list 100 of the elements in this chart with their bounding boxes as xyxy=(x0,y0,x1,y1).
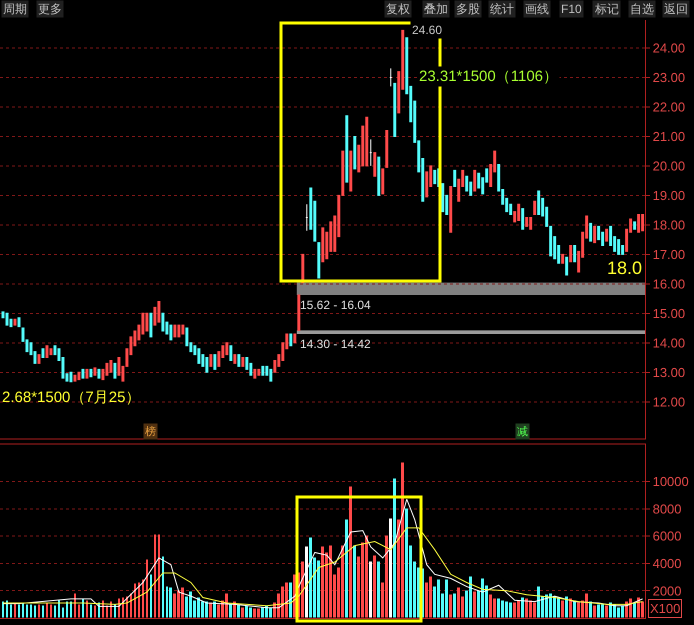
bar xyxy=(605,606,608,618)
bar xyxy=(289,582,292,618)
bar xyxy=(481,578,484,618)
y-tick-label: 4000 xyxy=(652,556,682,571)
y-tick-label: 18.00 xyxy=(652,217,686,232)
text: 周期 xyxy=(3,2,27,16)
bar xyxy=(18,604,20,618)
bar xyxy=(349,486,352,618)
bar xyxy=(62,608,64,618)
candlestick xyxy=(93,367,96,376)
annotation: 23.31*1500（1106） xyxy=(419,68,558,85)
bar xyxy=(138,582,140,618)
bar xyxy=(241,608,244,618)
bar xyxy=(50,604,52,618)
candlestick xyxy=(617,239,620,255)
bar xyxy=(177,590,180,618)
bar xyxy=(365,536,368,618)
text: 自选 xyxy=(630,2,654,16)
bar xyxy=(521,598,524,618)
y-tick-label: 2000 xyxy=(652,583,682,598)
bar xyxy=(373,556,376,618)
candlestick xyxy=(237,354,240,367)
candlestick xyxy=(453,170,456,188)
y-tick-label: 15.00 xyxy=(652,306,686,321)
candlestick xyxy=(241,357,244,367)
candlestick xyxy=(197,348,200,364)
y-tick-label: 6000 xyxy=(652,528,682,544)
bar xyxy=(505,602,508,618)
candlestick xyxy=(473,170,476,192)
candlestick xyxy=(85,368,88,379)
candlestick xyxy=(261,366,264,376)
bar xyxy=(525,598,528,618)
bar xyxy=(621,606,624,618)
bar xyxy=(601,604,604,618)
candlestick xyxy=(293,333,296,344)
annotation: 18.0 xyxy=(607,258,642,278)
candlestick xyxy=(97,368,100,379)
text: X100 xyxy=(650,601,680,616)
bar xyxy=(641,602,644,618)
candlestick xyxy=(173,324,176,338)
bar xyxy=(169,588,172,618)
candlestick xyxy=(109,360,112,373)
bar xyxy=(181,588,184,618)
y-tick-label: 13.00 xyxy=(652,364,686,380)
bar xyxy=(249,608,252,618)
bar xyxy=(497,598,500,618)
candlestick xyxy=(573,245,576,262)
bar xyxy=(513,602,516,618)
bar xyxy=(158,534,160,618)
candlestick xyxy=(369,138,372,166)
bar xyxy=(517,600,520,618)
bar xyxy=(70,602,72,618)
candlestick xyxy=(205,357,208,373)
bar xyxy=(130,594,132,618)
text: 叠加 xyxy=(424,2,448,16)
candlestick xyxy=(353,136,356,170)
candlestick xyxy=(157,301,160,323)
bar xyxy=(353,546,356,618)
bar xyxy=(166,586,168,618)
candlestick xyxy=(533,200,536,216)
bar xyxy=(78,604,80,618)
bar xyxy=(393,478,396,618)
candlestick xyxy=(373,152,376,177)
bar xyxy=(533,602,536,618)
candlestick xyxy=(349,150,352,192)
bar xyxy=(577,602,580,618)
candlestick xyxy=(605,228,608,242)
y-tick-label: 10000 xyxy=(652,474,689,489)
candlestick xyxy=(321,227,324,262)
annotation: 2.68*1500（7月25） xyxy=(2,389,140,406)
candlestick xyxy=(233,354,236,364)
bar xyxy=(633,602,636,618)
bar xyxy=(189,592,192,618)
bar xyxy=(257,608,260,618)
candlestick xyxy=(6,312,8,326)
candlestick xyxy=(525,217,528,227)
bar xyxy=(86,600,88,618)
candlestick xyxy=(209,354,212,367)
candlestick xyxy=(389,68,392,87)
bar xyxy=(593,606,596,618)
y-tick-label: 16.00 xyxy=(652,276,686,292)
bar xyxy=(197,598,200,618)
bar xyxy=(629,598,632,618)
bar xyxy=(269,608,272,618)
bar xyxy=(229,604,232,618)
bar xyxy=(34,606,36,618)
bar xyxy=(553,596,556,618)
candlestick xyxy=(161,312,164,332)
bar xyxy=(469,576,472,618)
candlestick xyxy=(253,368,256,379)
bar xyxy=(285,582,288,618)
bar xyxy=(281,586,284,618)
candlestick xyxy=(641,214,644,232)
bar xyxy=(261,608,264,618)
bar xyxy=(493,598,496,618)
bar xyxy=(237,604,240,618)
candlestick xyxy=(14,318,16,326)
bar xyxy=(142,580,144,618)
bar xyxy=(14,602,16,618)
bar xyxy=(22,602,24,618)
